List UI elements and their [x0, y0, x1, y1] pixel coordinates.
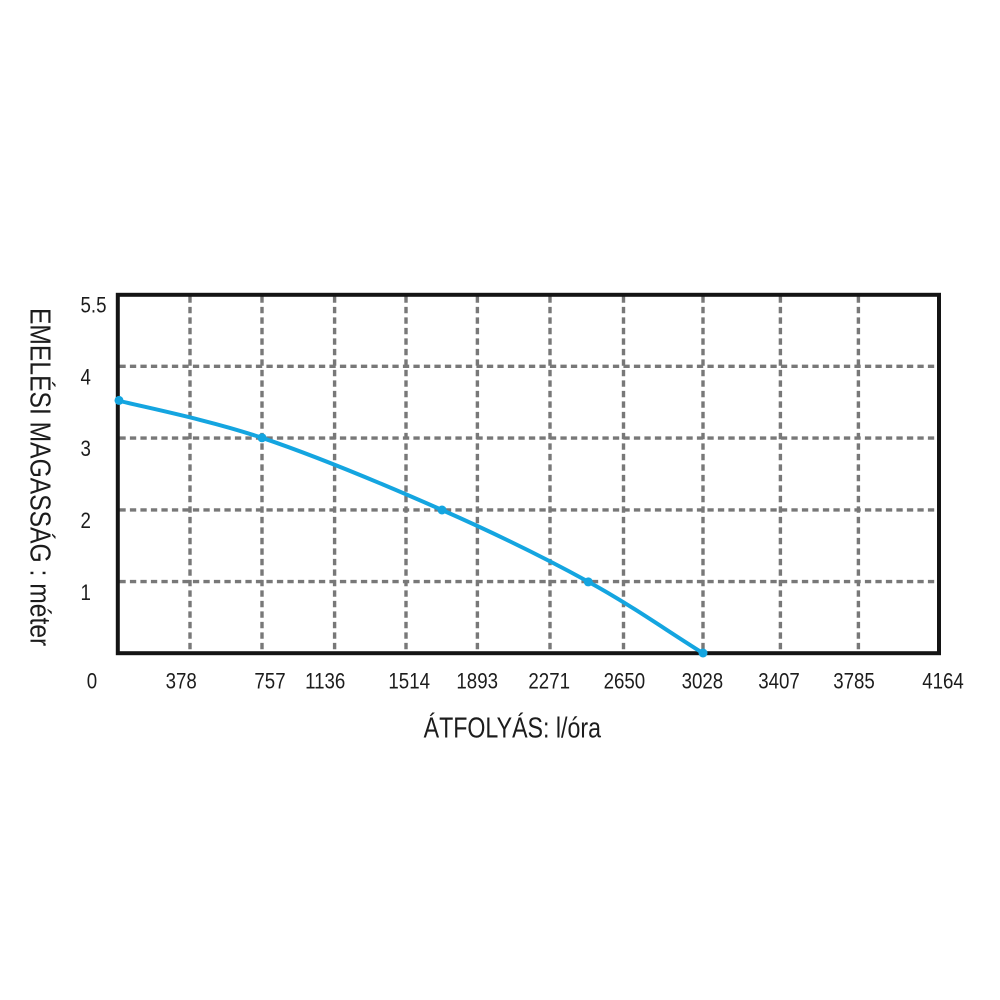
svg-text:3785: 3785: [833, 670, 875, 694]
svg-text:ÁTFOLYÁS: l/óra: ÁTFOLYÁS: l/óra: [424, 711, 602, 744]
svg-text:378: 378: [166, 670, 197, 694]
svg-text:3028: 3028: [682, 670, 724, 694]
svg-text:3407: 3407: [758, 670, 800, 694]
svg-text:4: 4: [81, 366, 91, 390]
svg-text:3: 3: [81, 438, 91, 462]
svg-text:1: 1: [81, 581, 91, 605]
svg-text:2: 2: [81, 510, 91, 534]
svg-text:5.5: 5.5: [81, 294, 107, 318]
svg-text:0: 0: [87, 670, 97, 694]
svg-text:757: 757: [254, 670, 285, 694]
svg-text:4164: 4164: [922, 670, 964, 694]
svg-text:EMELÉSI MAGASSÁG : méter: EMELÉSI MAGASSÁG : méter: [24, 308, 56, 646]
svg-text:1893: 1893: [456, 670, 498, 694]
svg-text:1514: 1514: [388, 670, 430, 694]
svg-text:1136: 1136: [305, 670, 345, 694]
svg-text:2271: 2271: [528, 670, 570, 694]
svg-text:2650: 2650: [604, 670, 646, 694]
